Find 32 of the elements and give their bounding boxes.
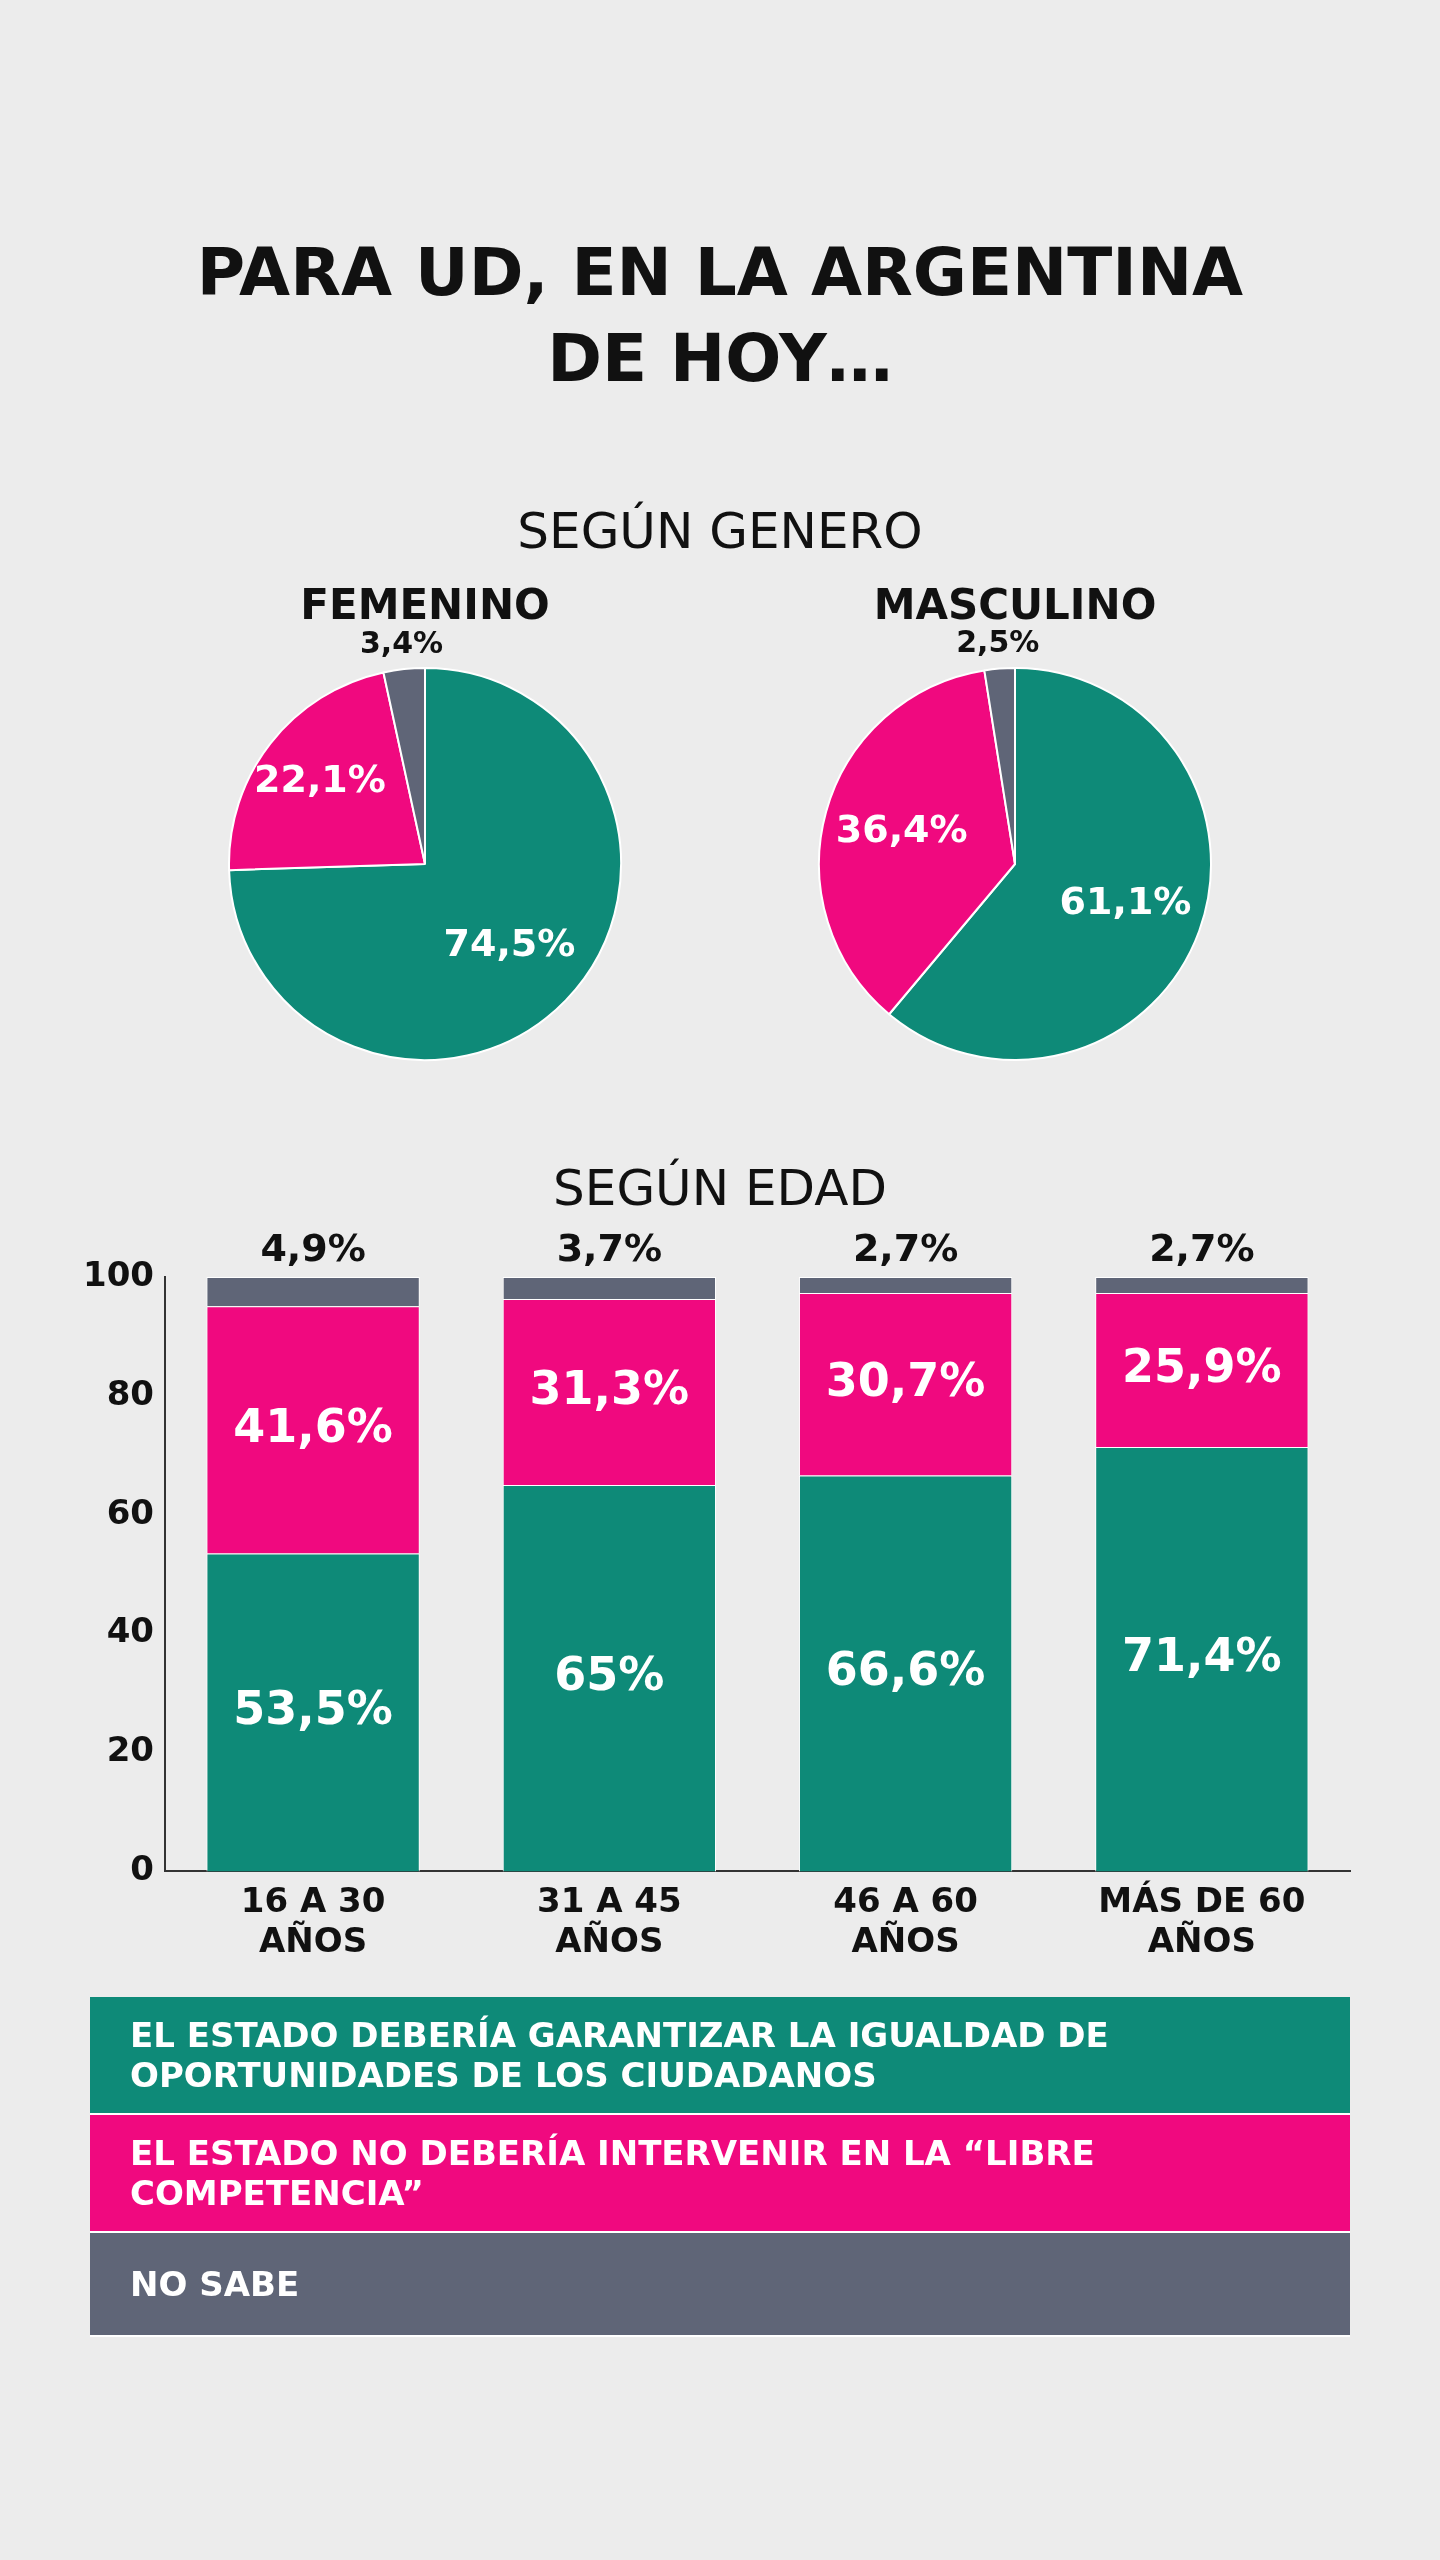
data-label: 71,4% [1122, 1627, 1282, 1682]
chart-title: SEGÚN EDAD [552, 1158, 888, 1217]
data-label: 65% [554, 1646, 665, 1701]
data-label: 2,7% [852, 1225, 959, 1270]
data-label: 66,6% [825, 1642, 986, 1697]
data-label: 61,1% [1059, 878, 1192, 923]
y-tick-label: 20 [106, 1728, 154, 1769]
y-tick-label: 80 [106, 1372, 154, 1413]
data-label: 2,7% [1149, 1225, 1255, 1270]
y-tick-label: 40 [106, 1610, 154, 1651]
x-tick-label: MÁS DE 60 AÑOS [1098, 1879, 1306, 1961]
y-tick-label: 60 [106, 1491, 154, 1532]
data-label: 25,9% [1122, 1338, 1282, 1393]
y-tick-label: 0 [130, 1847, 154, 1888]
x-tick-label: 31 A 45 AÑOS [537, 1879, 682, 1961]
data-label: 3,7% [556, 1225, 663, 1270]
data-label: 53,5% [233, 1680, 393, 1735]
data-label: 22,1% [254, 756, 386, 801]
text: EL ESTADO NO DEBERÍA INTERVENIR EN LA “LIBRE COMPETENCIA” [90, 2114, 1350, 2233]
text: EL ESTADO DEBERÍA GARANTIZAR LA IGUALDAD DE OPORTUNIDADES DE LOS CIUDADANOS [90, 1996, 1350, 2115]
y-tick-label: 100 [82, 1253, 154, 1294]
text: PARA UD, EN LA ARGENTINA DE HOY… [195, 233, 1245, 399]
data-label: 74,5% [443, 920, 576, 965]
data-label: 4,9% [260, 1225, 366, 1270]
x-tick-label: 46 A 60 AÑOS [833, 1879, 978, 1961]
x-tick-label: 16 A 30 AÑOS [240, 1879, 386, 1961]
data-label: 30,7% [825, 1352, 986, 1407]
data-label: 36,4% [835, 807, 968, 852]
data-label: 41,6% [233, 1398, 393, 1453]
text: NO SABE [90, 2232, 1350, 2337]
data-label: 31,3% [529, 1360, 690, 1415]
text: SEGÚN GENERO [516, 501, 924, 560]
